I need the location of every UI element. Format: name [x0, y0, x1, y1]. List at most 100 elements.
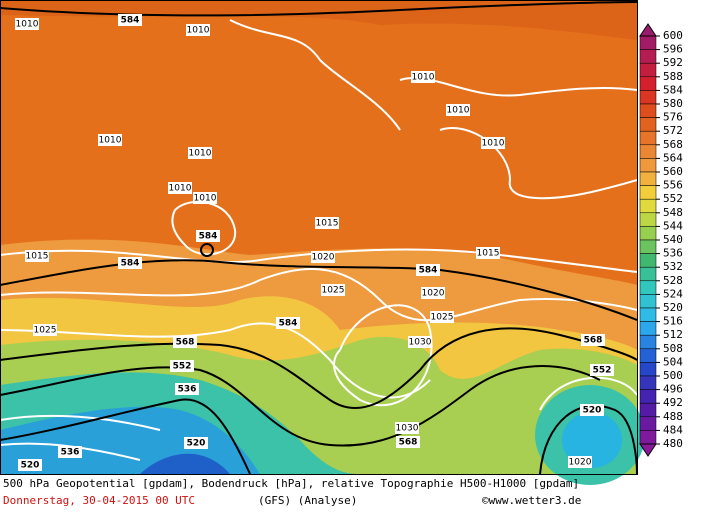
- caption: 500 hPa Geopotential [gpdam], Bodendruck…: [3, 477, 579, 490]
- contour-label: 1010: [189, 149, 212, 159]
- contour-label: 584: [279, 319, 298, 329]
- contour-label: 536: [178, 385, 197, 395]
- colorbar-label: 544: [663, 219, 683, 232]
- contour-label: 520: [21, 461, 40, 471]
- contour-label: 584: [199, 232, 218, 242]
- colorbar-label: 496: [663, 383, 683, 396]
- contour-label: 584: [419, 266, 438, 276]
- contour-label-box: [98, 134, 122, 146]
- colorbar-band: [639, 430, 657, 445]
- colorbar-band: [639, 103, 657, 118]
- contour-label-box: [421, 287, 445, 299]
- colorbar-label: 508: [663, 342, 683, 355]
- colorbar-band: [639, 239, 657, 254]
- contour-label-box: [184, 437, 208, 449]
- colorbar-band: [639, 90, 657, 105]
- contour-label: 1010: [447, 106, 470, 116]
- colorbar-label: 520: [663, 301, 683, 314]
- contour-label-box: [276, 317, 300, 329]
- contour-label: 1025: [431, 313, 454, 323]
- colorbar-band: [639, 389, 657, 404]
- colorbar-label: 480: [663, 437, 683, 450]
- contour-label: 552: [173, 362, 192, 372]
- contour-label-box: [430, 311, 454, 323]
- colorbar-label: 516: [663, 315, 683, 328]
- contour-label-box: [173, 336, 197, 348]
- contour-label: 1020: [569, 458, 592, 468]
- colorbar-label: 484: [663, 423, 683, 436]
- contour-label-box: [476, 247, 500, 259]
- contour-label-box: [25, 250, 49, 262]
- colorbar-label: 500: [663, 369, 683, 382]
- contour-label: 1010: [482, 139, 505, 149]
- colorbar-band: [639, 212, 657, 227]
- contour-label: 1020: [422, 289, 445, 299]
- colorbar-label: 580: [663, 97, 683, 110]
- contour-label-box: [168, 182, 192, 194]
- colorbar-label: 552: [663, 192, 683, 205]
- contour-label: 1020: [312, 253, 335, 263]
- contour-label: 568: [399, 438, 418, 448]
- colorbar-label: 492: [663, 396, 683, 409]
- contour-label-box: [315, 217, 339, 229]
- contour-label-box: [568, 456, 592, 468]
- colorbar-band: [639, 226, 657, 241]
- colorbar-band: [639, 375, 657, 390]
- contour-label: 1015: [26, 252, 49, 262]
- colorbar-band: [639, 348, 657, 363]
- contour-label-box: [416, 264, 440, 276]
- field-band: [0, 0, 637, 40]
- colorbar-band: [639, 198, 657, 214]
- contour-label-box: [396, 436, 420, 448]
- contour-label-box: [193, 192, 217, 204]
- colorbar-band: [639, 76, 657, 91]
- colorbar-label: 536: [663, 247, 683, 260]
- map-frame: [0, 0, 638, 475]
- contour-label-box: [118, 257, 142, 269]
- colorbar-label: 532: [663, 260, 683, 273]
- colorbar-label: 596: [663, 43, 683, 56]
- contour-label: 1010: [16, 20, 39, 30]
- contour-label: 1010: [194, 194, 217, 204]
- colorbar-band: [639, 117, 657, 132]
- contour-label: 584: [121, 16, 140, 26]
- colorbar-band: [639, 334, 657, 350]
- contour-label-box: [411, 71, 435, 83]
- contour-label: 568: [584, 336, 603, 346]
- colorbar-band: [639, 49, 657, 64]
- colorbar-label: 556: [663, 179, 683, 192]
- contour-label-box: [446, 104, 470, 116]
- contour-label: 1010: [187, 26, 210, 36]
- contour-label-box: [18, 459, 42, 471]
- contour-label: 536: [61, 448, 80, 458]
- colorbar-arrow: [639, 23, 657, 37]
- contour-label: 1025: [322, 286, 345, 296]
- colorbar-label: 576: [663, 111, 683, 124]
- colorbar-band: [639, 280, 657, 295]
- colorbar-label: 528: [663, 274, 683, 287]
- colorbar-band: [639, 144, 657, 159]
- contour-label: 520: [583, 406, 602, 416]
- colorbar-label: 540: [663, 233, 683, 246]
- contour-label: 584: [121, 259, 140, 269]
- colorbar-label: 588: [663, 70, 683, 83]
- colorbar-label: 568: [663, 138, 683, 151]
- colorbar-band: [639, 307, 657, 322]
- contour-label-box: [481, 137, 505, 149]
- colorbar-label: 564: [663, 151, 683, 164]
- colorbar-band: [639, 266, 657, 282]
- contour-label-box: [33, 324, 57, 336]
- colorbar-band: [639, 362, 657, 377]
- colorbar-arrow: [639, 443, 657, 457]
- contour-label: 1015: [477, 249, 500, 259]
- credit: ©www.wetter3.de: [482, 494, 581, 507]
- colorbar-band: [639, 171, 657, 186]
- contour-label-box: [395, 422, 419, 434]
- contour-label: 1010: [169, 184, 192, 194]
- contour-label: 568: [176, 338, 195, 348]
- field-band: [140, 453, 230, 474]
- contour-label-box: [118, 14, 142, 26]
- contour-label-box: [408, 336, 432, 348]
- colorbar-label: 524: [663, 287, 683, 300]
